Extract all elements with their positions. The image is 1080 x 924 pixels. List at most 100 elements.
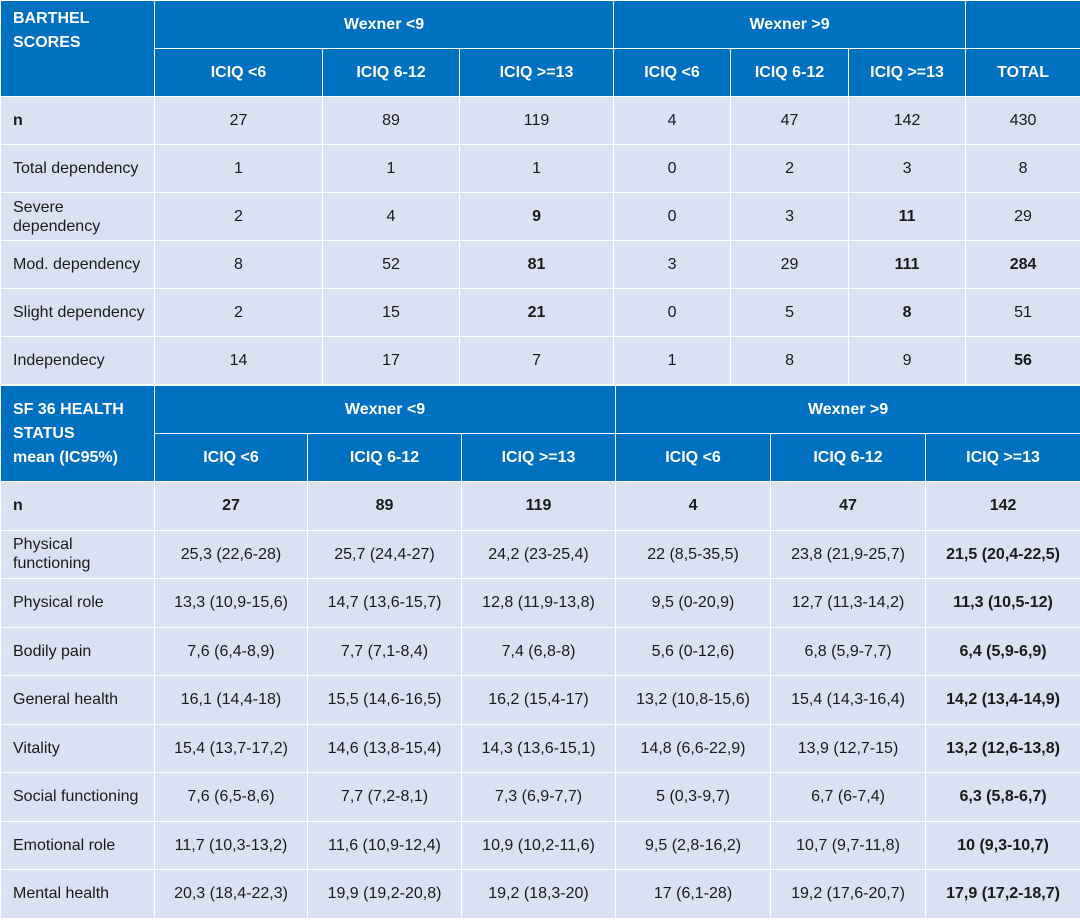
table-cell: 21 [458,288,615,337]
column-header: ICIQ 6-12 [307,433,462,482]
row-label: Mod. dependency [0,240,155,289]
table-cell: 142 [925,481,1080,531]
table-row: General health 16,1 (14,4-18) 15,5 (14,6… [0,675,1080,725]
table-cell: 2 [154,288,323,337]
table-cell: 7,6 (6,5-8,6) [154,772,308,822]
column-header: ICIQ <6 [154,48,323,97]
column-header: ICIQ >=13 [460,433,617,482]
table-cell: 25,3 (22,6-28) [154,529,308,579]
row-label: Social functioning [0,772,155,822]
table-row: Physical role 13,3 (10,9-15,6) 14,7 (13,… [0,578,1080,628]
table-cell: 119 [458,96,615,145]
table-cell: 51 [965,288,1080,337]
table-cell: 47 [730,96,850,145]
table-row: Bodily pain 7,6 (6,4-8,9) 7,7 (7,1-8,4) … [0,626,1080,676]
row-label: Slight dependency [0,288,155,337]
sf36-group-wexner-lt9: Wexner <9 [153,385,617,434]
row-label: n [0,96,155,145]
table-cell: 6,8 (5,9-7,7) [770,626,927,676]
table-cell: 19,2 (17,6-20,7) [770,869,927,919]
row-label: Physical functioning [0,529,155,579]
table-cell: 6,7 (6-7,4) [770,772,927,822]
table-row: Slight dependency 2 15 21 0 5 8 51 [0,288,1080,337]
table-cell: 81 [458,240,615,289]
column-header: ICIQ >=13 [458,48,615,97]
table-cell: 9 [848,336,967,385]
column-header: ICIQ <6 [154,433,308,482]
table-cell: 5 (0,3-9,7) [615,772,772,822]
column-header: TOTAL [965,48,1080,97]
table-cell: 47 [770,481,927,531]
table-cell: 19,2 (18,3-20) [460,869,617,919]
table-cell: 9,5 (2,8-16,2) [615,820,772,870]
table-cell: 17 (6,1-28) [615,869,772,919]
table-cell: 119 [460,481,617,531]
table-cell: 13,9 (12,7-15) [770,723,927,773]
table-cell: 13,2 (10,8-15,6) [615,675,772,725]
table-cell: 8 [730,336,850,385]
table-cell: 15,4 (14,3-16,4) [770,675,927,725]
table-cell: 4 [615,481,772,531]
table-cell: 14,2 (13,4-14,9) [925,675,1080,725]
table-cell: 89 [307,481,462,531]
table-cell: 52 [322,240,460,289]
row-label: Bodily pain [0,626,155,676]
barthel-table: BARTHEL SCORES Wexner <9 Wexner >9 ICIQ … [0,0,1080,385]
table-cell: 17 [322,336,460,385]
row-label: Physical role [0,578,155,628]
table-cell: 2 [154,192,323,241]
table-row: Independecy 14 17 7 1 8 9 56 [0,336,1080,385]
table-cell: 2 [730,144,850,193]
table-cell: 7,7 (7,2-8,1) [307,772,462,822]
table-cell: 13,3 (10,9-15,6) [154,578,308,628]
row-label: Emotional role [0,820,155,870]
table-cell: 6,4 (5,9-6,9) [925,626,1080,676]
table-cell: 284 [965,240,1080,289]
table-cell: 142 [848,96,967,145]
table-cell: 6,3 (5,8-6,7) [925,772,1080,822]
barthel-corner-header: BARTHEL SCORES [0,0,155,97]
table-cell: 11,7 (10,3-13,2) [154,820,308,870]
table-cell: 111 [848,240,967,289]
table-cell: 13,2 (12,6-13,8) [925,723,1080,773]
table-row: Vitality 15,4 (13,7-17,2) 14,6 (13,8-15,… [0,723,1080,773]
table-cell: 3 [730,192,850,241]
table-cell: 0 [613,192,732,241]
table-row: Social functioning 7,6 (6,5-8,6) 7,7 (7,… [0,772,1080,822]
table-row: Total dependency 1 1 1 0 2 3 8 [0,144,1080,193]
table-row: Mental health 20,3 (18,4-22,3) 19,9 (19,… [0,869,1080,919]
table-cell: 14 [154,336,323,385]
column-header: ICIQ 6-12 [770,433,927,482]
table-cell: 19,9 (19,2-20,8) [307,869,462,919]
table-row: Physical functioning 25,3 (22,6-28) 25,7… [0,529,1080,579]
table-cell: 29 [730,240,850,289]
row-label: n [0,481,155,531]
table-cell: 10 (9,3-10,7) [925,820,1080,870]
row-label: Independecy [0,336,155,385]
sf36-corner-header: SF 36 HEALTH STATUS mean (IC95%) [0,385,155,482]
table-cell: 14,3 (13,6-15,1) [460,723,617,773]
table-cell: 23,8 (21,9-25,7) [770,529,927,579]
table-cell: 11,3 (10,5-12) [925,578,1080,628]
column-header: ICIQ 6-12 [322,48,460,97]
column-header: ICIQ >=13 [848,48,967,97]
table-cell: 7,6 (6,4-8,9) [154,626,308,676]
table-cell: 7,4 (6,8-8) [460,626,617,676]
sf36-corner-line: SF 36 HEALTH [13,400,124,418]
table-cell: 20,3 (18,4-22,3) [154,869,308,919]
table-cell: 7 [458,336,615,385]
table-cell: 56 [965,336,1080,385]
table-row: Emotional role 11,7 (10,3-13,2) 11,6 (10… [0,820,1080,870]
row-label: Mental health [0,869,155,919]
table-cell: 21,5 (20,4-22,5) [925,529,1080,579]
row-label: Total dependency [0,144,155,193]
table-cell: 3 [848,144,967,193]
row-label: Vitality [0,723,155,773]
table-cell: 1 [458,144,615,193]
column-header: ICIQ >=13 [925,433,1080,482]
sf36-group-wexner-gt9: Wexner >9 [615,385,1080,434]
table-cell: 5,6 (0-12,6) [615,626,772,676]
sf36-corner-line: mean (IC95%) [13,448,118,466]
table-cell: 27 [154,481,308,531]
table-cell: 1 [154,144,323,193]
